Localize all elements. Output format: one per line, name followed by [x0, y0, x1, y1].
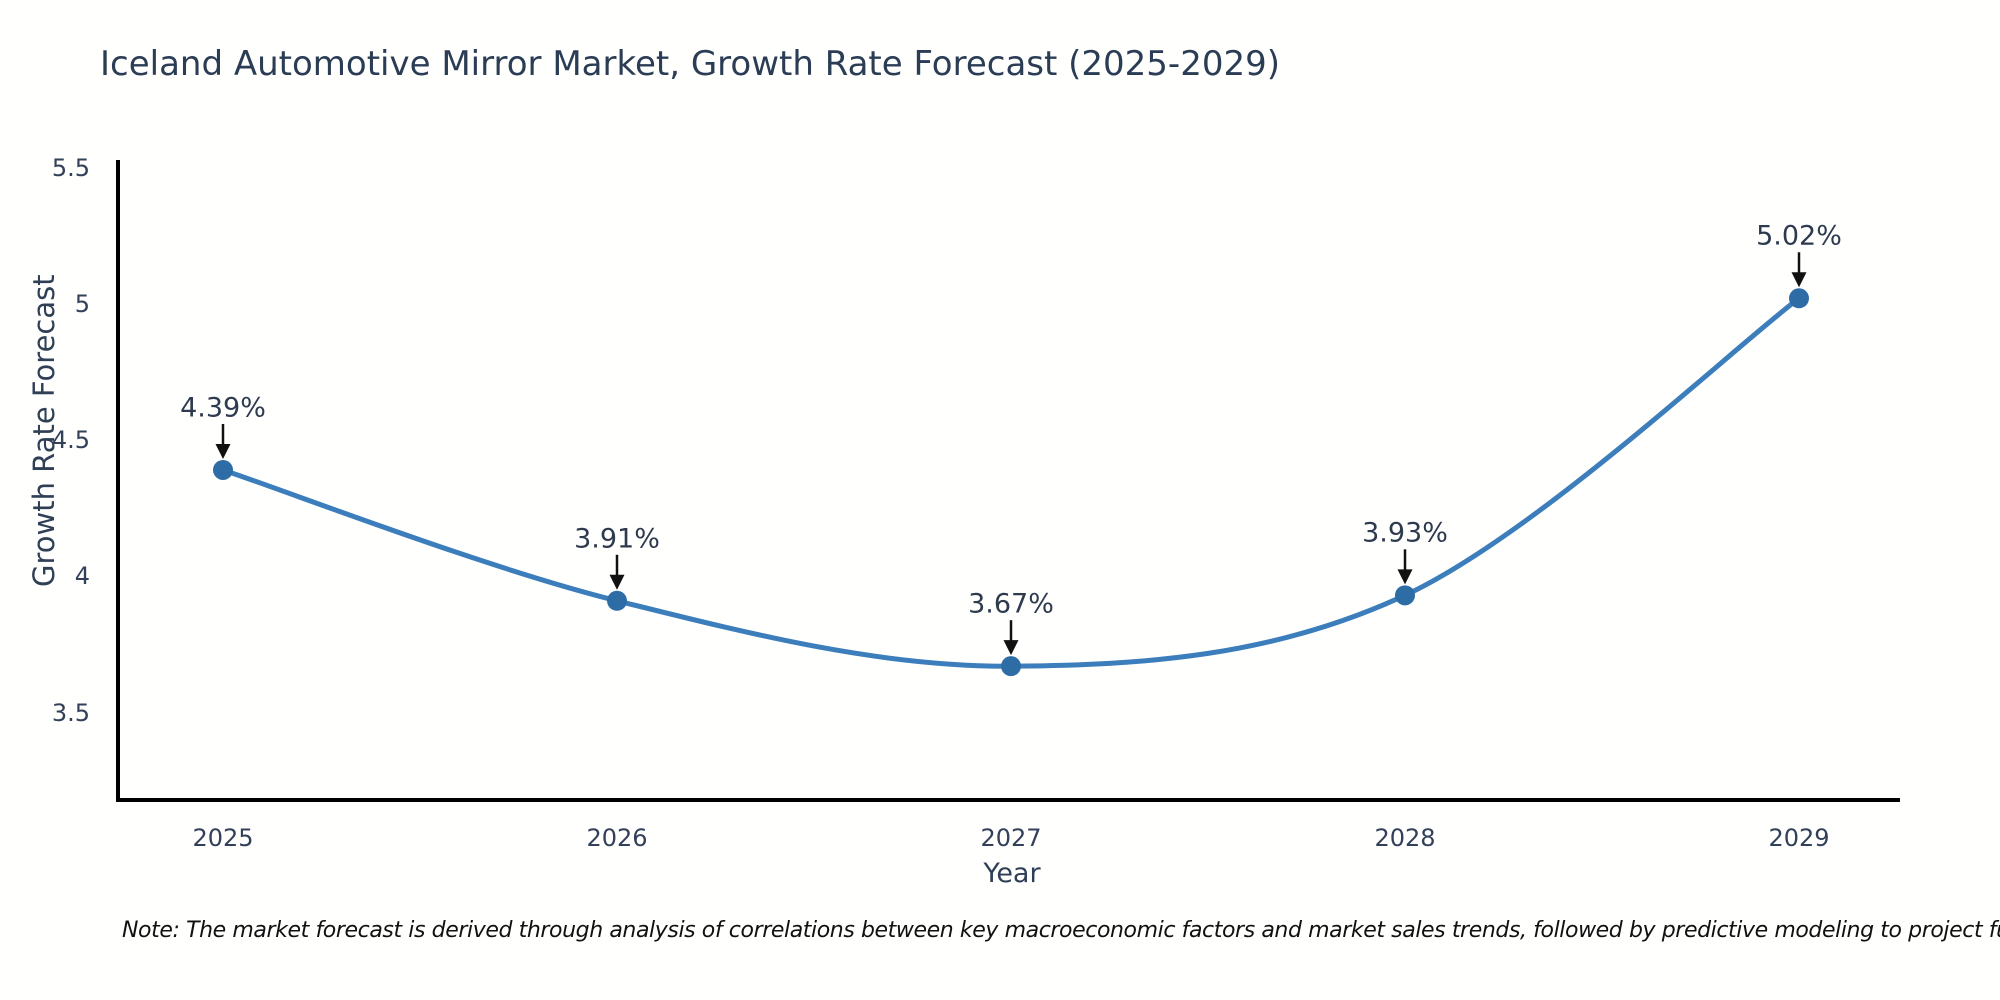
y-tick-label: 5	[74, 289, 90, 318]
point-annotation: 3.67%	[968, 588, 1054, 620]
x-tick-label: 2028	[1374, 824, 1436, 852]
chart-title: Iceland Automotive Mirror Market, Growth…	[100, 44, 1280, 84]
y-tick-label: 4.5	[51, 426, 90, 454]
x-tick-label: 2026	[586, 824, 648, 852]
point-annotation: 4.39%	[180, 392, 266, 424]
data-point-marker	[1789, 288, 1809, 309]
point-annotation: 3.93%	[1362, 517, 1448, 549]
y-tick-label: 3.5	[51, 698, 90, 727]
x-axis-label: Year	[983, 858, 1041, 889]
annotation-arrowhead-icon	[215, 443, 231, 459]
x-tick-label: 2029	[1768, 824, 1830, 852]
x-tick-label: 2025	[192, 824, 254, 852]
annotation-arrowhead-icon	[1003, 640, 1019, 656]
point-annotation: 3.91%	[574, 523, 660, 555]
annotation-arrowhead-icon	[609, 574, 625, 590]
y-tick-label: 4	[74, 562, 90, 591]
data-point-marker	[1001, 656, 1021, 677]
data-point-marker	[213, 459, 233, 480]
annotation-arrowhead-icon	[1397, 569, 1413, 585]
footnote: Note: The market forecast is derived thr…	[122, 918, 2000, 943]
point-annotation: 5.02%	[1756, 220, 1842, 252]
y-tick-label: 5.5	[51, 153, 90, 182]
data-point-marker	[607, 590, 627, 611]
data-point-marker	[1395, 585, 1415, 606]
annotation-arrowhead-icon	[1791, 272, 1807, 288]
x-tick-label: 2027	[980, 824, 1042, 852]
